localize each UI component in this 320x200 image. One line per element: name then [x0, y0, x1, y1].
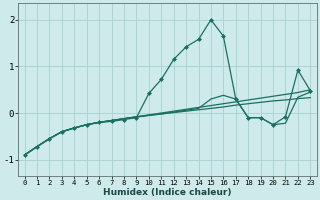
X-axis label: Humidex (Indice chaleur): Humidex (Indice chaleur) — [103, 188, 232, 197]
